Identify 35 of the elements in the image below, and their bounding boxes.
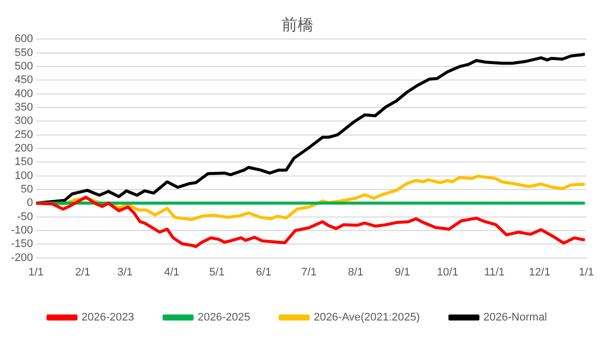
x-tick-label: 2/1	[75, 266, 90, 278]
y-tick-label: 550	[14, 46, 34, 59]
x-tick-label: 4/1	[164, 266, 180, 278]
x-tick-label: 1/1	[578, 266, 594, 278]
x-tick-label: 5/1	[209, 266, 225, 278]
legend-label: 2026-Normal	[483, 312, 548, 324]
y-tick-label: -100	[10, 224, 34, 237]
x-tick-label: 1/1	[28, 266, 44, 278]
x-tick-label: 8/1	[348, 266, 364, 278]
x-tick-label: 10/1	[436, 266, 458, 278]
y-tick-label: -50	[17, 210, 34, 223]
x-tick-label: 7/1	[301, 266, 317, 278]
chart-title: 前橋	[282, 16, 314, 34]
x-tick-label: 12/1	[528, 266, 550, 278]
y-tick-label: 350	[14, 102, 34, 114]
y-tick-label: 100	[14, 170, 34, 182]
legend-label: 2026-2023	[81, 312, 134, 324]
legend-label: 2026-Ave(2021:2025)	[314, 312, 420, 324]
y-tick-label: 300	[14, 115, 34, 128]
y-tick-label: 150	[14, 156, 34, 168]
y-tick-label: 400	[14, 88, 34, 100]
y-tick-label: 200	[14, 142, 34, 155]
y-tick-label: 500	[14, 60, 34, 73]
x-tick-label: 6/1	[256, 266, 272, 278]
y-tick-label: -200	[10, 252, 34, 264]
y-tick-label: 50	[20, 184, 34, 196]
legend-label: 2026-2025	[198, 312, 250, 324]
y-tick-label: 0	[26, 197, 34, 210]
x-tick-label: 3/1	[117, 266, 133, 278]
y-tick-label: 250	[14, 128, 34, 141]
y-tick-label: 450	[14, 74, 34, 86]
y-tick-label: -150	[10, 238, 34, 250]
y-tick-label: 600	[14, 33, 34, 46]
x-tick-label: 11/1	[484, 266, 505, 278]
x-tick-label: 9/1	[394, 266, 410, 278]
